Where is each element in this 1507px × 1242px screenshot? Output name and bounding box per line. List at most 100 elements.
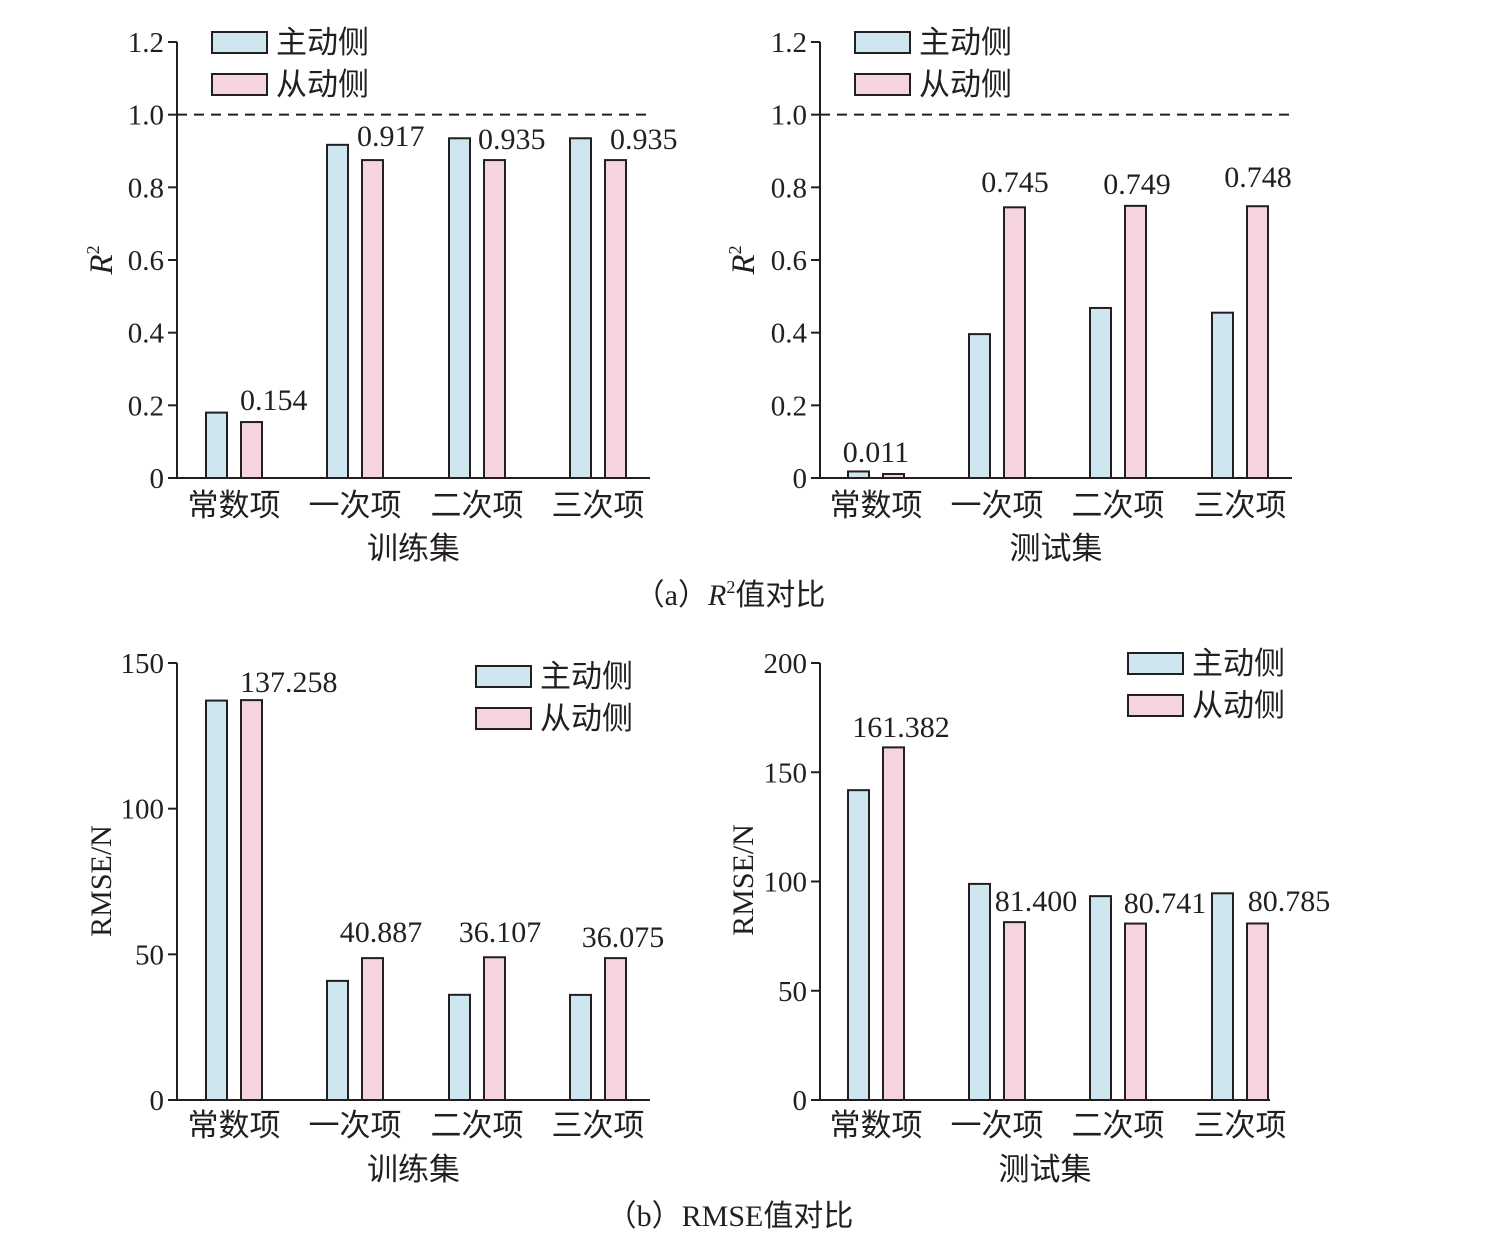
legend-swatch-driving-side [1127, 652, 1184, 675]
data-label: 0.745 [981, 166, 1049, 199]
y-tick-label: 150 [121, 648, 165, 680]
caption-a-prefix: （a） [634, 579, 708, 612]
driving-side-bar [326, 979, 349, 1102]
y-axis-title-text: RMSE/N [727, 824, 760, 936]
x-category-label: 三次项 [552, 1108, 645, 1143]
data-label: 40.887 [340, 916, 423, 949]
y-tick-label: 0.8 [771, 172, 807, 204]
legend-swatch-driving-side [854, 31, 911, 54]
caption-b: （b）RMSE值对比 [380, 1199, 1080, 1235]
x-category-label: 二次项 [1072, 1108, 1165, 1143]
x-category-label: 三次项 [552, 488, 645, 523]
legend-label-driving-side: 主动侧 [1192, 646, 1285, 681]
y-tick-label: 1.2 [771, 27, 807, 59]
data-label: 0.917 [357, 120, 425, 153]
y-tick-label: 0 [793, 1085, 808, 1117]
driving-side-bar [448, 993, 471, 1102]
y-tick-label: 150 [764, 757, 808, 789]
legend-label-driving-side: 主动侧 [919, 25, 1012, 60]
y-tick-label: 0.2 [128, 390, 164, 422]
data-label: 36.075 [582, 921, 665, 954]
y-tick-label: 50 [778, 976, 807, 1008]
driven-side-bar [1003, 921, 1026, 1101]
caption-a-superscript: 2 [726, 577, 736, 597]
y-tick-label: 0.6 [128, 245, 164, 277]
driven-side-bar [240, 699, 263, 1101]
legend-label-driving-side: 主动侧 [276, 25, 369, 60]
x-category-label: 一次项 [309, 488, 402, 523]
y-tick-label: 100 [764, 867, 808, 899]
y-axis-title-text: R [84, 254, 120, 275]
driving-side-bar [205, 699, 228, 1101]
y-axis-title: RMSE/N [727, 824, 760, 936]
driven-side-bar [1003, 206, 1026, 479]
x-category-label: 常数项 [188, 1108, 281, 1143]
y-tick-label: 0.2 [771, 390, 807, 422]
y-tick-label: 1.2 [128, 27, 164, 59]
y-tick-label: 0.8 [128, 172, 164, 204]
caption-a-text: 值对比 [735, 579, 826, 612]
data-label: 0.154 [240, 384, 308, 417]
x-category-label: 一次项 [309, 1108, 402, 1143]
x-category-label: 三次项 [1194, 1108, 1287, 1143]
data-label: 80.785 [1248, 885, 1331, 918]
driving-side-bar [569, 137, 592, 480]
y-axis-title-superscript: 2 [725, 245, 745, 254]
data-label: 80.741 [1124, 887, 1207, 920]
driving-side-bar [569, 993, 592, 1101]
legend-label-driven-side: 从动侧 [540, 701, 633, 736]
x-category-label: 一次项 [951, 1108, 1044, 1143]
driven-side-bar [604, 159, 627, 479]
legend-swatch-driven-side [211, 73, 268, 96]
y-tick-label: 0 [150, 1085, 165, 1117]
x-category-label: 一次项 [951, 488, 1044, 523]
data-label: 0.011 [843, 436, 909, 469]
driven-side-bar [361, 159, 384, 479]
legend-label-driven-side: 从动侧 [919, 67, 1012, 102]
y-axis-title: R2 [83, 245, 120, 275]
driven-side-bar [1246, 205, 1269, 480]
caption-b-text: RMSE值对比 [681, 1200, 854, 1233]
driven-side-bar [483, 159, 506, 479]
driven-side-bar [1124, 922, 1147, 1102]
y-tick-label: 50 [135, 939, 164, 971]
data-label: 137.258 [240, 666, 338, 699]
data-label: 0.935 [478, 123, 546, 156]
driving-side-bar [847, 789, 870, 1101]
data-label: 161.382 [852, 711, 950, 744]
driven-side-bar [361, 957, 384, 1101]
driven-side-bar [1124, 204, 1147, 479]
legend-swatch-driven-side [475, 707, 532, 730]
x-category-label: 三次项 [1194, 488, 1287, 523]
driving-side-bar [1211, 892, 1234, 1102]
y-axis-title-superscript: 2 [83, 245, 103, 254]
x-category-label: 常数项 [830, 488, 923, 523]
data-label: 36.107 [459, 916, 542, 949]
driven-side-bar [882, 746, 905, 1101]
y-axis-title-text: R [726, 254, 762, 275]
x-category-label: 常数项 [830, 1108, 923, 1143]
caption-b-prefix: （b） [606, 1200, 682, 1233]
driving-side-bar [968, 333, 991, 479]
y-tick-label: 0.4 [128, 318, 165, 350]
x-axis-title: 训练集 [367, 1152, 460, 1187]
x-category-label: 常数项 [188, 488, 281, 523]
driven-side-bar [240, 421, 263, 479]
x-axis-title: 测试集 [1010, 531, 1103, 566]
driving-side-bar [1089, 306, 1112, 479]
y-tick-label: 0.4 [771, 318, 808, 350]
data-label: 0.749 [1103, 168, 1171, 201]
driving-side-bar [1089, 895, 1112, 1102]
legend-swatch-driven-side [1127, 694, 1184, 717]
y-axis-title-text: RMSE/N [85, 825, 118, 937]
legend-label-driving-side: 主动侧 [540, 659, 633, 694]
y-tick-label: 0.6 [771, 245, 807, 277]
y-tick-label: 0 [150, 463, 165, 495]
y-tick-label: 100 [121, 794, 165, 826]
x-axis-title: 训练集 [367, 531, 460, 566]
x-axis-title: 测试集 [999, 1152, 1092, 1187]
